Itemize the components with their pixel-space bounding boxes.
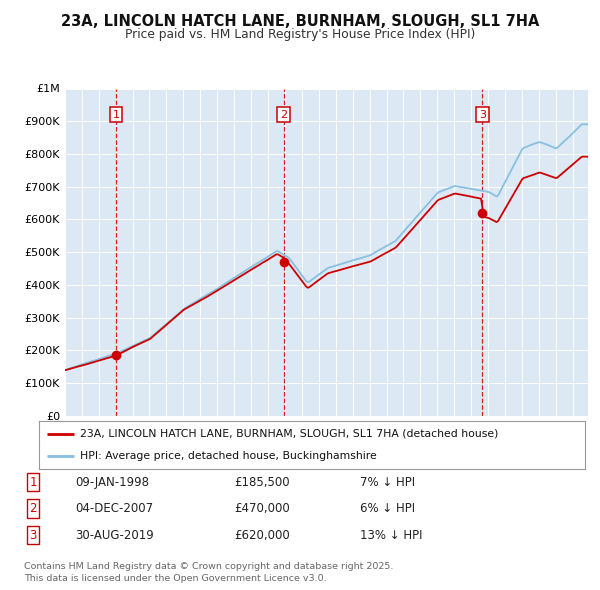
Text: 23A, LINCOLN HATCH LANE, BURNHAM, SLOUGH, SL1 7HA (detached house): 23A, LINCOLN HATCH LANE, BURNHAM, SLOUGH… xyxy=(80,429,499,439)
Text: £620,000: £620,000 xyxy=(234,529,290,542)
Text: 1: 1 xyxy=(113,110,119,120)
Text: £185,500: £185,500 xyxy=(234,476,290,489)
Text: 1: 1 xyxy=(29,476,37,489)
Text: 3: 3 xyxy=(29,529,37,542)
Text: 04-DEC-2007: 04-DEC-2007 xyxy=(75,502,153,515)
Text: 30-AUG-2019: 30-AUG-2019 xyxy=(75,529,154,542)
Text: 3: 3 xyxy=(479,110,486,120)
Text: 7% ↓ HPI: 7% ↓ HPI xyxy=(360,476,415,489)
Text: 23A, LINCOLN HATCH LANE, BURNHAM, SLOUGH, SL1 7HA: 23A, LINCOLN HATCH LANE, BURNHAM, SLOUGH… xyxy=(61,14,539,30)
Text: Price paid vs. HM Land Registry's House Price Index (HPI): Price paid vs. HM Land Registry's House … xyxy=(125,28,475,41)
Text: 2: 2 xyxy=(280,110,287,120)
Text: Contains HM Land Registry data © Crown copyright and database right 2025.
This d: Contains HM Land Registry data © Crown c… xyxy=(24,562,394,583)
Text: 6% ↓ HPI: 6% ↓ HPI xyxy=(360,502,415,515)
Text: 13% ↓ HPI: 13% ↓ HPI xyxy=(360,529,422,542)
Text: 09-JAN-1998: 09-JAN-1998 xyxy=(75,476,149,489)
Text: £470,000: £470,000 xyxy=(234,502,290,515)
Text: HPI: Average price, detached house, Buckinghamshire: HPI: Average price, detached house, Buck… xyxy=(80,451,377,461)
Text: 2: 2 xyxy=(29,502,37,515)
